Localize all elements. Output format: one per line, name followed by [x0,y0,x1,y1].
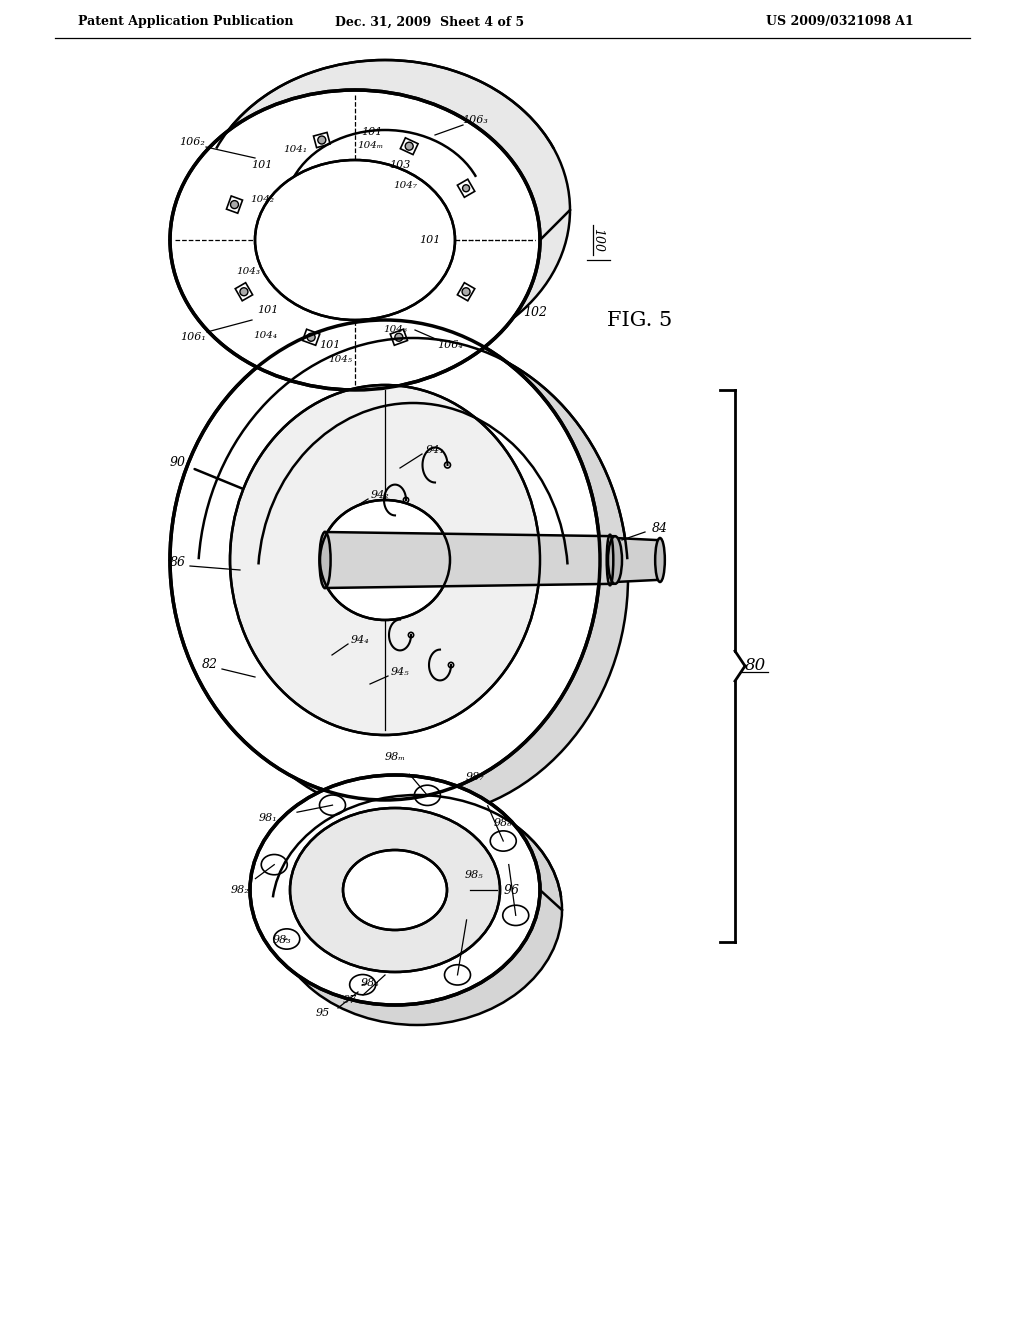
Ellipse shape [490,830,516,851]
Text: 90: 90 [170,455,186,469]
Circle shape [406,143,414,150]
Text: 104₇: 104₇ [393,181,417,190]
Ellipse shape [272,795,562,1026]
Text: 95: 95 [315,1008,330,1018]
Text: 94₂: 94₂ [371,490,389,500]
Text: 94₄: 94₄ [350,635,370,645]
Polygon shape [400,137,418,154]
Polygon shape [302,329,319,346]
Polygon shape [458,282,475,301]
Text: 98₆: 98₆ [494,818,512,828]
Circle shape [395,333,402,342]
Ellipse shape [230,385,540,735]
Text: 98₄: 98₄ [360,978,379,987]
Text: US 2009/0321098 A1: US 2009/0321098 A1 [766,16,913,29]
Polygon shape [458,180,475,197]
Text: 98₇: 98₇ [466,772,484,781]
Ellipse shape [444,965,470,985]
Text: 101: 101 [251,160,272,170]
Ellipse shape [255,160,455,319]
Text: 98₁: 98₁ [259,813,278,822]
Circle shape [307,333,315,342]
Circle shape [463,185,470,191]
Text: Dec. 31, 2009  Sheet 4 of 5: Dec. 31, 2009 Sheet 4 of 5 [336,16,524,29]
Text: 84: 84 [652,521,668,535]
Polygon shape [390,329,408,346]
Circle shape [462,288,470,296]
Text: 104₆: 104₆ [383,326,407,334]
Text: 94₁: 94₁ [426,445,444,455]
Ellipse shape [319,532,331,587]
Polygon shape [226,195,243,214]
Text: 98ₘ: 98ₘ [384,752,406,762]
Text: 106₄: 106₄ [437,341,463,350]
Ellipse shape [170,90,540,389]
Text: 86: 86 [170,556,186,569]
Text: 104₃: 104₃ [236,268,260,276]
Ellipse shape [319,795,345,816]
Text: 106₂: 106₂ [179,137,205,147]
Circle shape [317,136,326,144]
Text: 104₂: 104₂ [250,195,274,205]
Text: 101: 101 [257,305,279,315]
Text: 98₅: 98₅ [465,870,483,880]
Text: 106₁: 106₁ [180,333,206,342]
Text: 104₅: 104₅ [328,355,352,364]
Ellipse shape [503,906,528,925]
Text: 101: 101 [361,127,383,137]
Ellipse shape [273,929,300,949]
Text: 104₄: 104₄ [253,330,278,339]
Text: 82: 82 [202,659,218,672]
Ellipse shape [343,850,447,931]
Polygon shape [236,282,253,301]
Text: 102: 102 [523,305,547,318]
Text: 100: 100 [592,228,604,252]
Ellipse shape [608,536,622,583]
Ellipse shape [170,319,600,800]
Text: 98₃: 98₃ [272,935,292,945]
Text: 103: 103 [389,160,411,170]
Text: Patent Application Publication: Patent Application Publication [78,16,294,29]
Circle shape [230,201,239,209]
Polygon shape [325,532,615,587]
Ellipse shape [200,59,570,360]
Text: 94₅: 94₅ [390,667,410,677]
Text: 97: 97 [343,995,357,1005]
Ellipse shape [655,539,665,582]
Ellipse shape [285,129,485,290]
Text: 106₃: 106₃ [462,115,488,125]
Text: 101: 101 [319,341,341,350]
Ellipse shape [415,785,440,805]
Text: 101: 101 [419,235,440,246]
Text: 80: 80 [744,657,766,675]
Text: 104₁: 104₁ [283,145,307,154]
Ellipse shape [261,854,288,875]
Text: 96: 96 [504,883,520,896]
Polygon shape [615,539,660,582]
Ellipse shape [250,775,540,1005]
Text: FIG. 5: FIG. 5 [607,310,673,330]
Circle shape [240,288,248,296]
Ellipse shape [290,808,500,972]
Text: 104ₘ: 104ₘ [357,140,383,149]
Ellipse shape [349,974,376,995]
Text: 98₂: 98₂ [230,884,250,895]
Polygon shape [313,132,330,148]
Ellipse shape [198,338,628,818]
Ellipse shape [319,500,450,620]
